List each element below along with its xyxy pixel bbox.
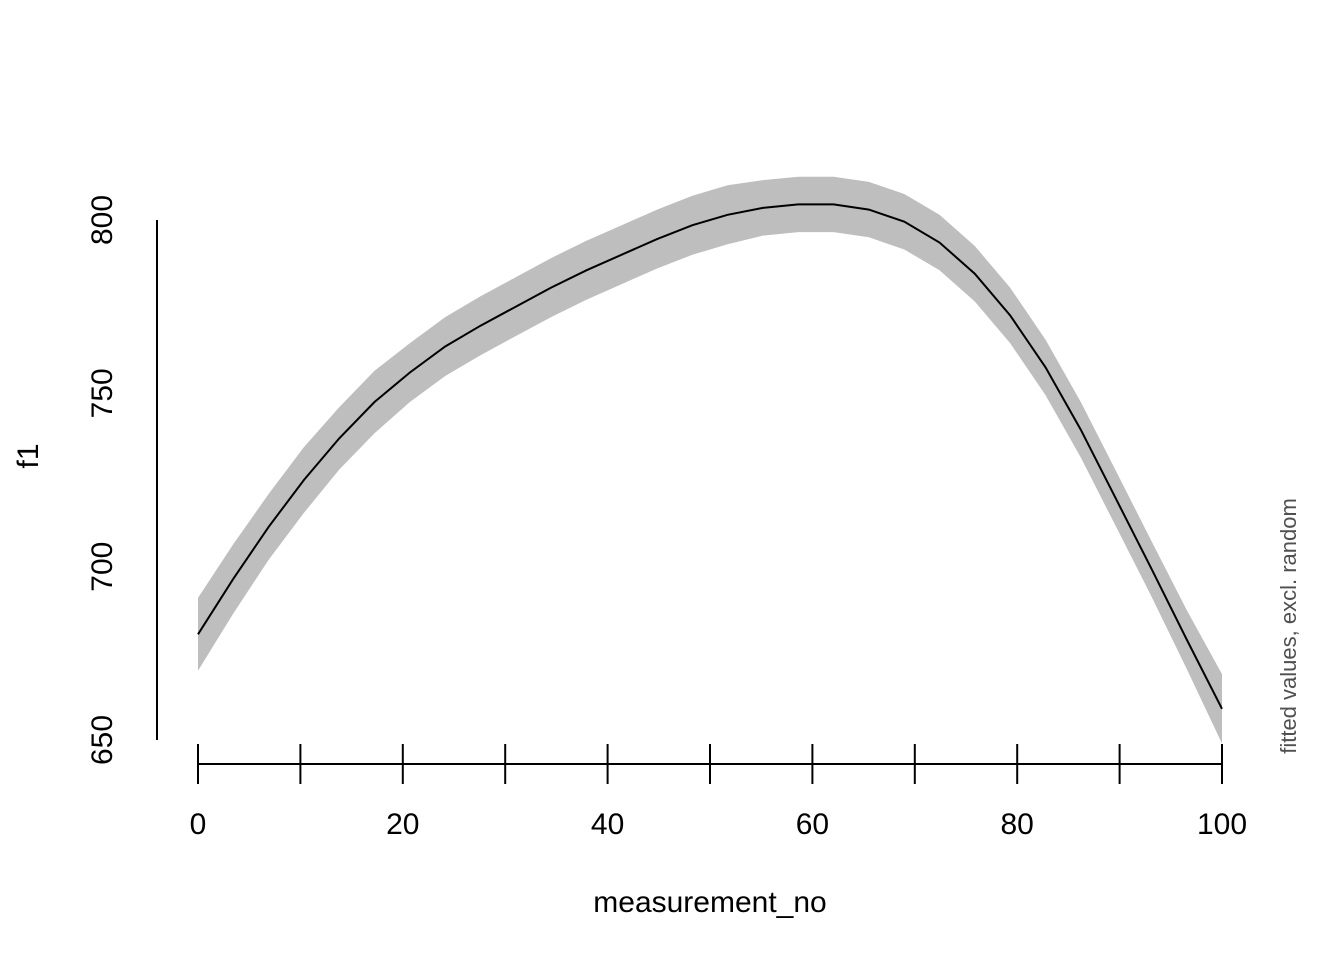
x-axis: 0 20 40 60 80 100 <box>190 744 1247 841</box>
side-note-label: fitted values, excl. random <box>1276 498 1301 754</box>
x-axis-title: measurement_no <box>593 886 826 919</box>
y-axis: 650 700 750 800 <box>86 195 158 765</box>
confidence-band-layer <box>198 176 1222 744</box>
fitted-line <box>197 203 1223 710</box>
x-tick-label: 60 <box>796 808 829 841</box>
y-tick-label: 800 <box>86 195 119 245</box>
y-axis-title: f1 <box>12 443 45 468</box>
y-tick-label: 700 <box>86 542 119 592</box>
x-tick-label: 40 <box>591 808 624 841</box>
x-tick-label: 20 <box>386 808 419 841</box>
fit-line-layer <box>197 203 1223 710</box>
x-tick-label: 0 <box>190 808 207 841</box>
y-tick-label: 750 <box>86 368 119 418</box>
y-tick-label: 650 <box>86 715 119 765</box>
x-tick-label: 80 <box>1001 808 1034 841</box>
confidence-band <box>198 176 1222 744</box>
x-tick-label: 100 <box>1197 808 1247 841</box>
